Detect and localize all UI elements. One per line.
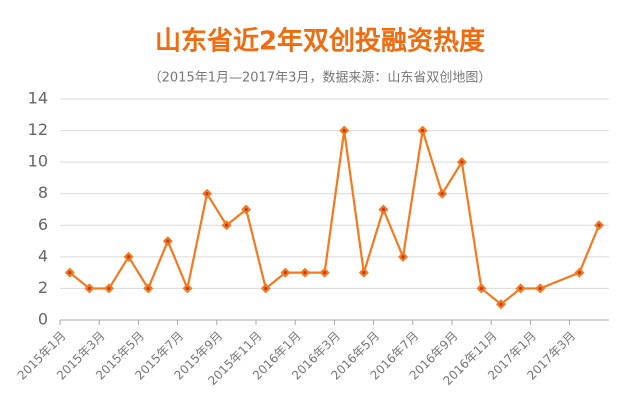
data-line xyxy=(69,130,601,306)
data-point-center xyxy=(146,286,150,291)
data-point-center xyxy=(479,286,483,291)
data-point-center xyxy=(519,286,523,291)
data-point-center xyxy=(342,128,346,133)
data-point-center xyxy=(244,207,248,212)
y-tick-label: 8 xyxy=(38,183,48,202)
data-point-center xyxy=(440,192,444,196)
y-tick-label: 6 xyxy=(38,215,48,234)
y-tick-label: 14 xyxy=(28,89,48,108)
y-tick-label: 0 xyxy=(38,310,48,329)
data-point-center xyxy=(362,271,366,275)
data-point-center xyxy=(107,286,111,291)
y-tick-label: 2 xyxy=(38,278,48,297)
data-point-center xyxy=(460,160,464,164)
data-point-center xyxy=(499,302,503,306)
y-tick-label: 12 xyxy=(28,120,48,139)
data-point-center xyxy=(87,286,91,291)
data-point-center xyxy=(185,286,189,291)
data-point-center xyxy=(577,271,582,275)
data-point-center xyxy=(205,192,209,196)
data-point-center xyxy=(68,271,72,275)
chart-subtitle: （2015年1月—2017年3月，数据来源：山东省双创地图） xyxy=(149,71,492,86)
data-point-center xyxy=(283,271,287,275)
y-tick-label: 4 xyxy=(38,246,48,265)
data-point-center xyxy=(303,271,307,275)
data-point-center xyxy=(166,239,170,243)
data-point-center xyxy=(597,223,601,227)
y-tick-label: 10 xyxy=(28,152,48,171)
data-point-center xyxy=(264,286,268,291)
chart-title: 山东省近2年双创投融资热度 xyxy=(155,26,485,57)
data-point-center xyxy=(538,286,542,291)
data-point-center xyxy=(401,255,405,259)
data-point-center xyxy=(381,207,385,212)
data-point-center xyxy=(225,223,229,227)
data-point-center xyxy=(421,128,425,133)
data-point-center xyxy=(127,255,131,259)
data-point-center xyxy=(323,271,327,275)
